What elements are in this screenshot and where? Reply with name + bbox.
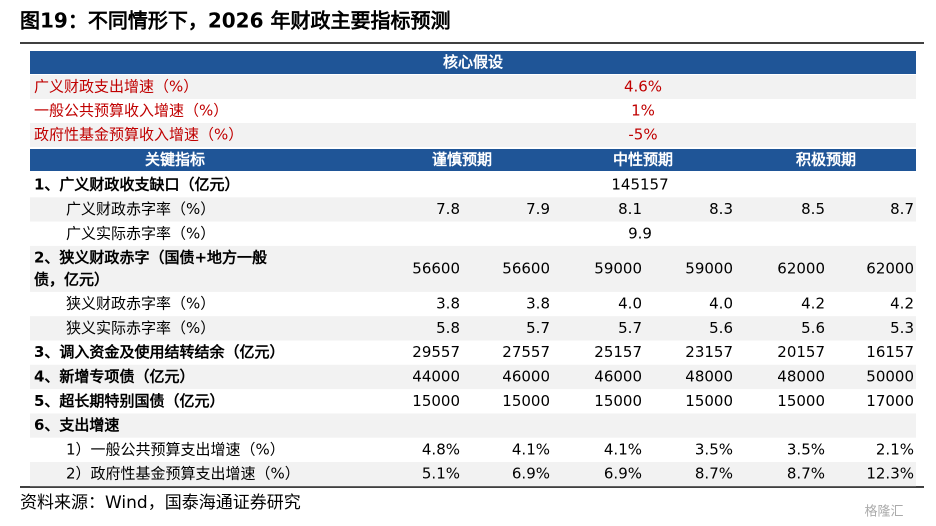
row-label: 广义实际赤字率（%） (66, 224, 215, 242)
cell: 48000 (685, 367, 733, 385)
column-header: 积极预期 (796, 151, 856, 169)
cell: 27557 (502, 343, 550, 361)
cell: 5.6 (801, 319, 825, 337)
cell: 17000 (866, 392, 914, 410)
cell: 15000 (685, 392, 733, 410)
cell: 46000 (502, 367, 550, 385)
cell: 8.5 (801, 200, 825, 218)
cell: 62000 (866, 259, 914, 277)
row-label: 4、新增专项债（亿元） (34, 367, 194, 385)
cell: 5.8 (436, 319, 460, 337)
column-header: 中性预期 (613, 151, 673, 169)
cell: 16157 (866, 343, 914, 361)
cell: 56600 (502, 259, 550, 277)
assumption-value: 4.6% (624, 78, 662, 96)
row-label: 3、调入资金及使用结转结余（亿元） (34, 343, 284, 361)
cell: 4.2 (890, 295, 914, 313)
cell: 8.1 (618, 200, 642, 218)
cell: 4.0 (618, 295, 642, 313)
cell: 4.8% (422, 440, 460, 458)
cell: 5.7 (618, 319, 642, 337)
row-stripe (30, 316, 916, 341)
row-label: 债，亿元） (34, 270, 109, 288)
row-label: 1）一般公共预算支出增速（%） (66, 440, 285, 458)
cell: 6.9% (512, 465, 550, 483)
cell: 3.5% (787, 440, 825, 458)
column-header-bar (30, 149, 916, 171)
column-header: 谨慎预期 (432, 151, 492, 169)
row-label: 狭义实际赤字率（%） (66, 319, 215, 337)
row-stripe (30, 413, 916, 438)
cell: 2.1% (876, 440, 914, 458)
cell: 5.1% (422, 465, 460, 483)
row-label: 狭义财政赤字率（%） (66, 295, 215, 313)
cell: 6.9% (604, 465, 642, 483)
row-label: 广义财政赤字率（%） (66, 200, 215, 218)
cell: 5.3 (890, 319, 914, 337)
watermark: 格隆汇 (864, 504, 903, 520)
cell: 8.3 (709, 200, 733, 218)
cell: 8.7% (695, 465, 733, 483)
cell: 48000 (777, 367, 825, 385)
section-header-bar (30, 51, 916, 74)
cell: 15000 (594, 392, 642, 410)
cell: 62000 (777, 259, 825, 277)
cell: 46000 (594, 367, 642, 385)
cell: 3.8 (436, 295, 460, 313)
cell: 25157 (594, 343, 642, 361)
source: 资料来源：Wind，国泰海通证券研究 (20, 493, 301, 513)
cell: 8.7% (787, 465, 825, 483)
cell: 5.7 (526, 319, 550, 337)
cell: 7.8 (436, 200, 460, 218)
row-stripe (30, 245, 916, 292)
title: 图19：不同情形下，2026 年财政主要指标预测 (20, 9, 450, 33)
cell: 20157 (777, 343, 825, 361)
cell: 4.2 (801, 295, 825, 313)
assumption-value: -5% (628, 126, 657, 144)
cell: 4.0 (709, 295, 733, 313)
cell: 8.7 (890, 200, 914, 218)
row-stripe (30, 462, 916, 487)
row-stripe (30, 75, 916, 99)
cell: 15000 (412, 392, 460, 410)
cell: 59000 (594, 259, 642, 277)
cell: 9.9 (628, 224, 652, 242)
row-label: 2、狭义财政赤字（国债+地方一般 (34, 248, 267, 266)
cell: 3.8 (526, 295, 550, 313)
row-stripe (30, 197, 916, 222)
cell: 15000 (777, 392, 825, 410)
cell: 56600 (412, 259, 460, 277)
row-label: 6、支出增速 (34, 416, 119, 434)
cell: 7.9 (526, 200, 550, 218)
cell: 4.1% (512, 440, 550, 458)
assumption-value: 1% (631, 102, 655, 120)
cell: 29557 (412, 343, 460, 361)
cell: 3.5% (695, 440, 733, 458)
cell: 12.3% (866, 465, 914, 483)
cell: 15000 (502, 392, 550, 410)
cell: 23157 (685, 343, 733, 361)
assumption-label: 政府性基金预算收入增速（%） (34, 126, 243, 144)
assumption-label: 广义财政支出增速（%） (34, 78, 198, 96)
row-label: 5、超长期特别国债（亿元） (34, 392, 224, 410)
row-stripe (30, 123, 916, 147)
cell: 5.6 (709, 319, 733, 337)
cell: 145157 (611, 176, 668, 194)
cell: 59000 (685, 259, 733, 277)
cell: 44000 (412, 367, 460, 385)
cell: 50000 (866, 367, 914, 385)
row-label: 1、广义财政收支缺口（亿元） (34, 176, 239, 194)
section-header: 核心假设 (443, 53, 503, 71)
cell: 4.1% (604, 440, 642, 458)
row-label: 2）政府性基金预算支出增速（%） (66, 465, 300, 483)
column-header: 关键指标 (145, 151, 205, 169)
assumption-label: 一般公共预算收入增速（%） (34, 102, 228, 120)
row-stripe (30, 364, 916, 390)
